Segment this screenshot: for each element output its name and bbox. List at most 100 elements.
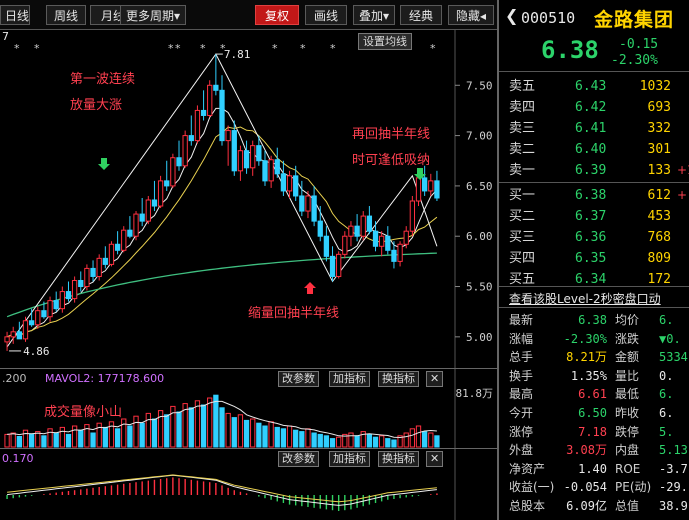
volume-bar [145, 412, 151, 448]
restore-rights-button[interactable]: 复权 [255, 5, 299, 25]
order-level-label: 卖一 [509, 163, 536, 178]
quote-stat-row: 涨停 7.18 跌停 5. [499, 423, 689, 441]
volume-bar [299, 431, 305, 448]
stat-label: 量比 [615, 368, 640, 383]
candle [409, 200, 416, 232]
stat-label: 涨停 [509, 424, 534, 439]
macd-close-button[interactable]: ✕ [426, 451, 444, 467]
volume-bar [164, 414, 170, 448]
candle [176, 157, 182, 167]
stat-value: 5. [659, 424, 674, 439]
candle [194, 109, 201, 142]
candle [354, 225, 360, 237]
macd-change-params-button[interactable]: 改参数 [278, 451, 319, 467]
volume-left-label: .200 [2, 372, 27, 385]
volume-bar [200, 404, 207, 448]
candle [35, 310, 41, 326]
volume-bar [213, 394, 219, 448]
candle [305, 195, 311, 212]
volume-bar [151, 418, 158, 448]
volume-bar [391, 439, 397, 448]
star-marker-icon: * [175, 42, 181, 55]
order-price: 6.37 [575, 209, 607, 224]
set-moving-average-button[interactable]: 设置均线 [358, 33, 412, 50]
stat-value: ▼0. [659, 331, 681, 346]
stat-label: 换手 [509, 368, 534, 383]
quote-stat-row: 总手 8.21万 金额 5334 [499, 348, 689, 366]
volume-bar [250, 418, 256, 448]
quote-stat-row: 净资产 1.40 ROE -3.7 [499, 460, 689, 478]
more-periods-button[interactable]: 更多周期▾ [120, 5, 186, 25]
volume-bar [35, 431, 41, 448]
candle [145, 199, 151, 222]
hide-button[interactable]: 隐藏◂ [448, 5, 494, 25]
stat-label: ROE [615, 461, 641, 476]
candle [139, 213, 145, 222]
macd-switch-indicator-button[interactable]: 换指标 [378, 451, 419, 467]
order-price: 6.42 [575, 100, 607, 115]
candle [200, 109, 207, 116]
star-marker-icon: * [430, 42, 436, 55]
quote-panel: ❮ 000510 金路集团 6.38 -0.15 -2.30% 卖五 6.43 10… [497, 0, 689, 520]
candle [207, 84, 213, 116]
candle [28, 320, 35, 326]
candle [84, 267, 90, 288]
volume-bar [415, 425, 422, 448]
volume-bar [237, 414, 244, 448]
stat-label: 昨收 [615, 406, 640, 420]
y-tick-label: 5.00 [466, 331, 493, 344]
volume-bar [121, 418, 127, 448]
stat-value: 6. [659, 406, 674, 420]
overlay-button[interactable]: 叠加▾ [353, 5, 395, 25]
candle [385, 235, 391, 251]
candle [90, 267, 96, 277]
candle [71, 279, 78, 300]
candle [323, 235, 330, 257]
stat-value: 6.61 [578, 387, 607, 402]
drawing-button[interactable]: 画线 [305, 5, 347, 25]
volume-bar [372, 436, 379, 448]
volume-bar [127, 425, 133, 448]
volume-bar [90, 432, 96, 448]
candle [41, 310, 47, 318]
volume-axis-max: 81.8万 [455, 387, 494, 400]
volume-change-params-button[interactable]: 改参数 [278, 371, 319, 387]
candle [213, 84, 219, 91]
volume-bar [311, 432, 317, 448]
chevron-left-icon[interactable]: ❮ [505, 6, 519, 25]
mavol-label: MAVOL2: 177178.600 [45, 372, 165, 385]
volume-bar [182, 403, 188, 448]
stock-code: 000510 [521, 9, 576, 27]
volume-bar [409, 428, 416, 448]
order-volume: 301 [647, 142, 671, 157]
volume-close-button[interactable]: ✕ [426, 371, 444, 387]
candle [151, 199, 158, 207]
level2-link[interactable]: 查看该股Level-2秒密盘口动 [509, 292, 661, 306]
star-marker-icon: * [34, 42, 40, 55]
volume-bar [305, 428, 311, 448]
candle [428, 180, 434, 192]
stat-value: 6. [659, 387, 674, 402]
order-price: 6.41 [575, 121, 607, 136]
candle [78, 279, 84, 288]
candlestick-svg[interactable]: 7.507.006.506.005.505.007.814.867* * * * * * *… [0, 30, 497, 368]
macd-add-indicator-button[interactable]: 加指标 [329, 451, 370, 467]
high-price-label: 7.81 [224, 48, 251, 61]
order-volume: 133 [647, 163, 671, 178]
stat-label: 总股本 [509, 499, 546, 513]
low-price-label: 4.86 [23, 345, 50, 358]
volume-bar [78, 429, 84, 448]
order-price: 6.39 [575, 163, 607, 178]
candle [96, 257, 102, 277]
volume-bar [170, 405, 176, 448]
bid-row: 买四 6.35 809 [499, 248, 689, 269]
quote-stat-row: 最新 6.38 均价 6. [499, 311, 689, 329]
daily-line-button[interactable]: 日线 [0, 5, 30, 25]
volume-bar [96, 422, 102, 448]
volume-switch-indicator-button[interactable]: 换指标 [378, 371, 419, 387]
weekly-line-button[interactable]: 周线 [46, 5, 86, 25]
volume-add-indicator-button[interactable]: 加指标 [329, 371, 370, 387]
classic-button[interactable]: 经典 [400, 5, 442, 25]
candlestick-chart[interactable]: 7.50 7.00 6.50 6.00 5.50 5.00 7.81 4.86 7 * * * * * * *… [0, 30, 497, 368]
stat-value: -0.054 [563, 480, 607, 495]
